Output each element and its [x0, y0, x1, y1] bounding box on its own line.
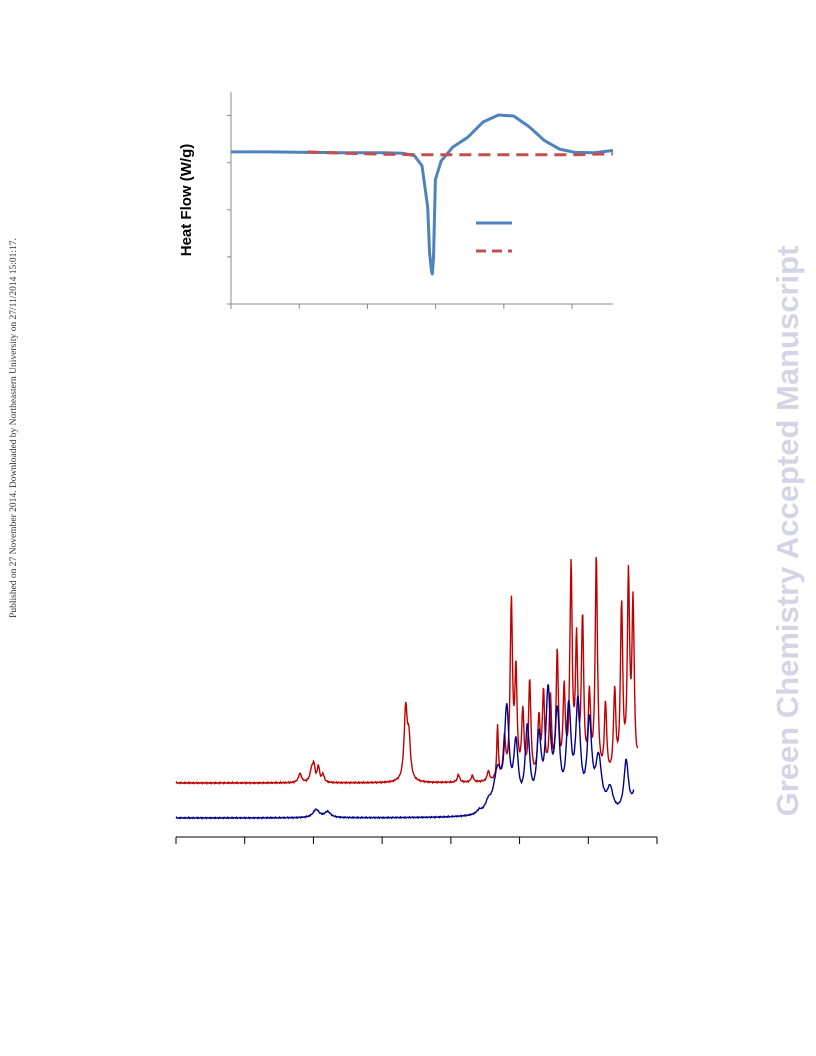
- dsc-series-group: [231, 113, 614, 276]
- nmr-series-group: [175, 557, 639, 820]
- nmr-series-red: [175, 557, 639, 786]
- dsc-series-dashed: [307, 150, 614, 157]
- dsc-axes: [227, 92, 613, 309]
- dsc-legend: [476, 221, 512, 253]
- nmr-series-navy: [175, 684, 635, 820]
- dsc-y-axis-label: Heat Flow (W/g): [178, 144, 195, 257]
- nmr-axes: [175, 836, 658, 844]
